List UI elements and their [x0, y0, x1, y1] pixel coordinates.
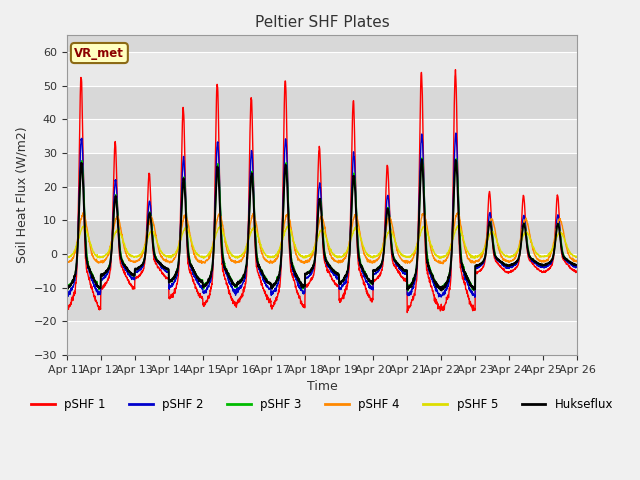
pSHF 1 [573, 269, 581, 275]
pSHF 4 [573, 259, 581, 264]
Hukseflux [470, 285, 478, 291]
Bar [67, 52, 577, 86]
Hukseflux [205, 276, 213, 282]
pSHF 3 [63, 285, 70, 291]
pSHF 4 [454, 210, 461, 216]
Legend: pSHF 1, pSHF 2, pSHF 3, pSHF 4, pSHF 5, Hukseflux: pSHF 1, pSHF 2, pSHF 3, pSHF 4, pSHF 5, … [26, 394, 618, 416]
pSHF 5 [470, 255, 478, 261]
pSHF 4 [348, 229, 355, 235]
Bar [67, 187, 577, 220]
Hukseflux [418, 156, 426, 162]
pSHF 1 [543, 267, 550, 273]
pSHF 1 [348, 169, 355, 175]
pSHF 1 [452, 67, 460, 72]
pSHF 1 [337, 299, 344, 304]
pSHF 2 [63, 290, 70, 296]
pSHF 5 [337, 254, 344, 260]
Hukseflux [63, 285, 70, 290]
pSHF 4 [337, 259, 344, 264]
Hukseflux [348, 210, 355, 216]
pSHF 1 [470, 305, 478, 311]
Bar [67, 254, 577, 288]
pSHF 3 [205, 276, 213, 281]
Hukseflux [543, 261, 550, 266]
Text: VR_met: VR_met [74, 47, 124, 60]
pSHF 2 [205, 282, 213, 288]
pSHF 4 [205, 253, 213, 259]
pSHF 5 [454, 223, 462, 229]
Bar [67, 321, 577, 355]
Hukseflux [337, 281, 344, 287]
pSHF 3 [529, 256, 536, 262]
Bar [67, 120, 577, 153]
pSHF 2 [337, 286, 344, 292]
pSHF 2 [573, 264, 581, 270]
pSHF 3 [348, 212, 355, 218]
Line: pSHF 4: pSHF 4 [67, 213, 577, 264]
Line: Hukseflux: Hukseflux [67, 159, 577, 290]
pSHF 2 [470, 292, 478, 298]
pSHF 2 [452, 130, 460, 136]
pSHF 1 [205, 295, 213, 301]
pSHF 1 [63, 303, 70, 309]
pSHF 2 [543, 264, 550, 269]
pSHF 4 [529, 244, 536, 250]
pSHF 5 [63, 254, 70, 260]
pSHF 1 [529, 260, 536, 266]
pSHF 3 [419, 155, 426, 161]
pSHF 5 [348, 234, 355, 240]
pSHF 4 [439, 261, 447, 267]
pSHF 3 [543, 261, 550, 267]
Line: pSHF 5: pSHF 5 [67, 226, 577, 258]
pSHF 5 [543, 253, 550, 259]
Y-axis label: Soil Heat Flux (W/m2): Soil Heat Flux (W/m2) [15, 127, 28, 264]
Line: pSHF 3: pSHF 3 [67, 158, 577, 291]
pSHF 1 [403, 310, 411, 315]
pSHF 3 [337, 281, 344, 287]
Title: Peltier SHF Plates: Peltier SHF Plates [255, 15, 389, 30]
pSHF 5 [529, 242, 536, 248]
X-axis label: Time: Time [307, 380, 337, 393]
Hukseflux [438, 288, 445, 293]
pSHF 2 [529, 259, 536, 264]
pSHF 5 [573, 254, 581, 260]
Line: pSHF 2: pSHF 2 [67, 133, 577, 297]
pSHF 3 [573, 262, 581, 268]
pSHF 4 [63, 259, 70, 265]
pSHF 3 [470, 286, 478, 291]
pSHF 2 [471, 294, 479, 300]
Hukseflux [573, 262, 581, 268]
pSHF 5 [205, 251, 213, 256]
Line: pSHF 1: pSHF 1 [67, 70, 577, 312]
pSHF 2 [348, 198, 355, 204]
Hukseflux [529, 257, 536, 263]
pSHF 4 [543, 258, 550, 264]
pSHF 5 [436, 255, 444, 261]
pSHF 3 [404, 288, 412, 294]
pSHF 4 [470, 259, 478, 264]
